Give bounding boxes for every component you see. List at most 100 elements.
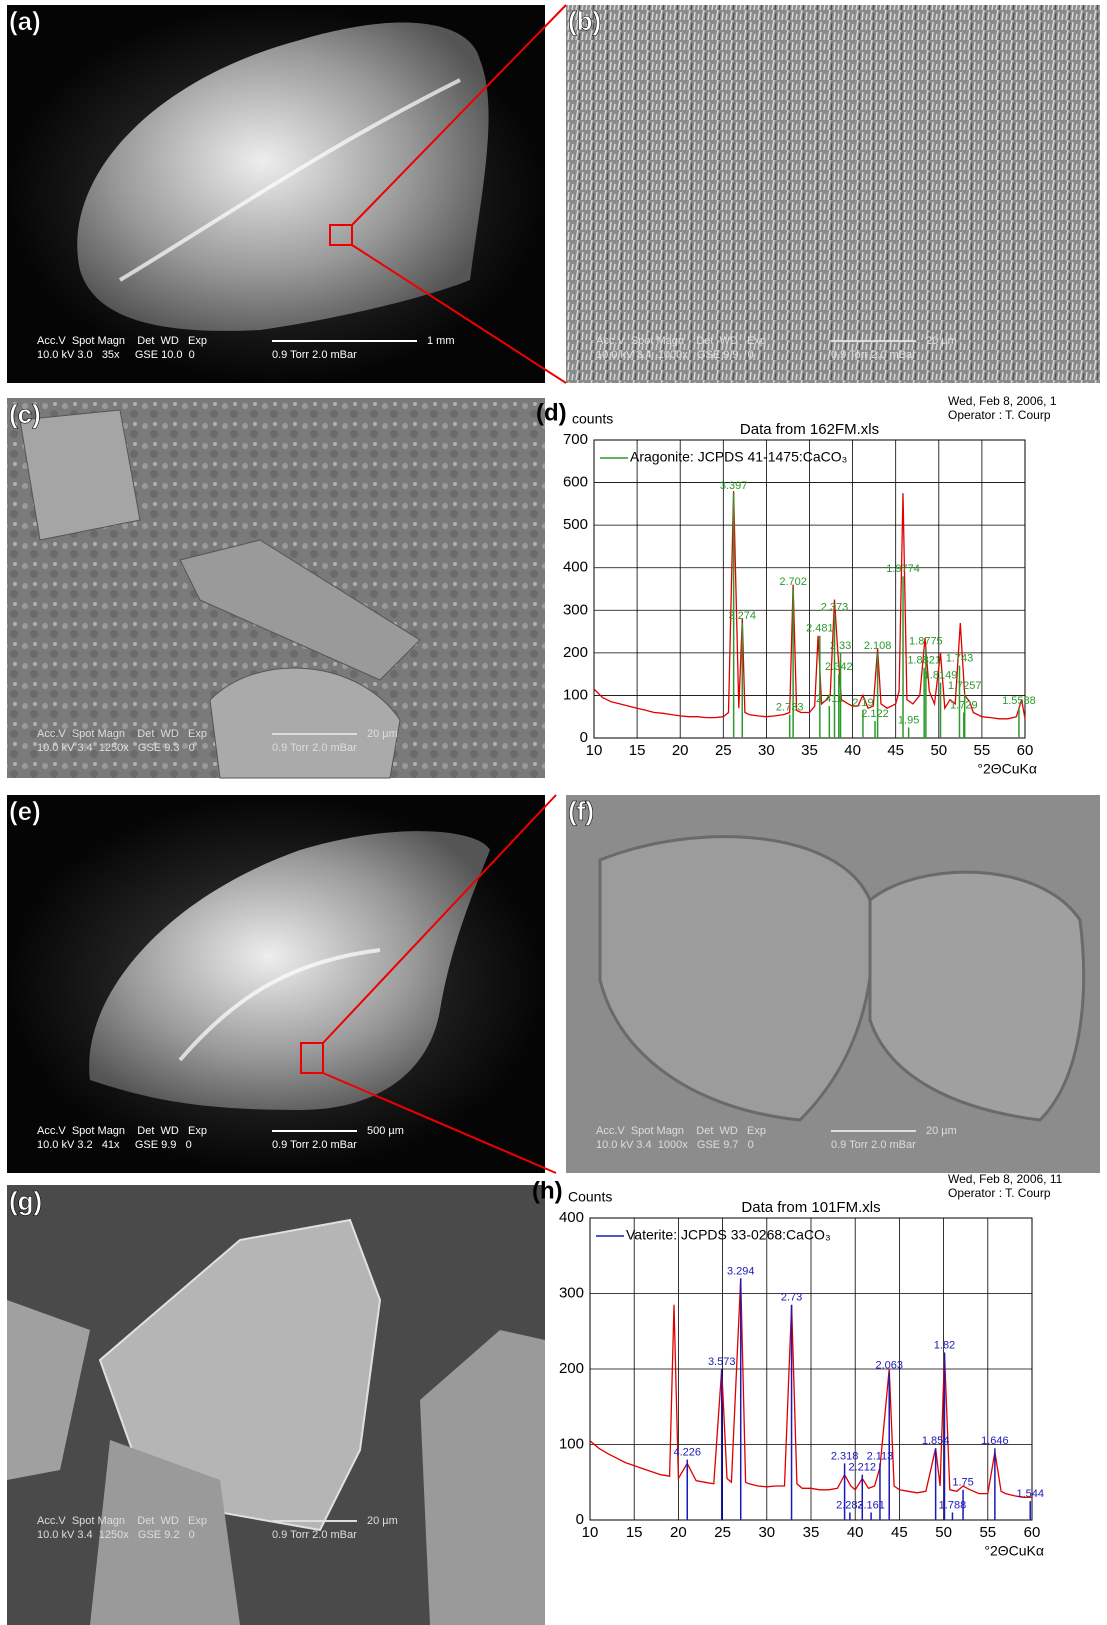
sem-image-a [7,5,545,383]
x-tick-label: 55 [974,742,991,759]
x-tick-label: 40 [847,1524,864,1541]
chart-title: Data from 101FM.xls [741,1199,880,1216]
reference-label: 1.8775 [909,636,943,648]
sem-info: Acc.V Spot Magn Det WD Exp [596,1125,766,1137]
y-tick-label: 200 [563,644,588,661]
x-tick-label: 55 [979,1524,996,1541]
reference-label: 1.743 [946,653,974,665]
zoom-line [322,794,557,1044]
y-tick-label: 100 [563,686,588,703]
pattern-line [593,491,1026,720]
y-tick-label: 500 [563,516,588,533]
y-tick-label: 600 [563,474,588,491]
sem-pressure: 0.9 Torr 2.0 mBar [272,742,357,754]
reference-label: 2.411 [816,693,843,705]
panel-label: (c) [9,399,41,429]
x-tick-label: 20 [670,1524,687,1541]
reference-label: 1.95 [898,714,919,726]
reference-label: 2.063 [875,1360,903,1372]
sem-info: Acc.V Spot Magn Det WD Exp [596,335,766,347]
reference-label: 2.733 [776,701,804,713]
reference-label: 2.481 [806,623,834,635]
x-tick-label: 35 [801,742,818,759]
y-tick-label: 700 [563,431,588,448]
panel-label: (d) [536,399,567,426]
sem-pressure: 0.9 Torr 2.0 mBar [272,1139,357,1151]
sem-info: 10.0 kV 3.4 1000x GSE 9.9 0 [596,349,754,361]
sem-info: 10.0 kV 3.0 35x GSE 10.0 0 [37,349,195,361]
y-tick-label: 400 [563,559,588,576]
reference-label: 1.854 [922,1435,950,1447]
reference-label: 3.294 [727,1265,755,1277]
reference-label: 3.274 [728,610,756,622]
sem-pressure: 0.9 Torr 2.0 mBar [831,349,916,361]
y-axis-label: counts [572,411,613,427]
reference-label: 1.5588 [1002,695,1036,707]
x-tick-label: 60 [1024,1524,1041,1541]
y-tick-label: 100 [559,1435,584,1452]
x-tick-label: 25 [715,742,732,759]
y-tick-label: 0 [580,729,588,746]
x-tick-label: 15 [629,742,646,759]
legend-label: Aragonite: JCPDS 41-1475:CaCO₃ [630,449,847,465]
x-axis-label: °2ΘCuKα [977,761,1037,777]
y-tick-label: 400 [559,1209,584,1226]
sem-image-g [7,1185,545,1625]
reference-label: 2.318 [831,1450,859,1462]
reference-label: 2.113 [867,1450,894,1462]
chart-note: Wed, Feb 8, 2006, 1 [948,394,1057,408]
x-tick-label: 50 [930,742,947,759]
x-tick-label: 20 [672,742,689,759]
zoom-line [351,4,567,226]
reference-label: 1.646 [981,1435,1009,1447]
sem-info: Acc.V Spot Magn Det WD Exp [37,1515,207,1527]
reference-label: 1.7257 [948,680,982,692]
sem-image-b [566,5,1100,383]
scale-label: 500 µm [367,1125,404,1137]
panel-label: (g) [9,1186,42,1216]
y-tick-label: 200 [559,1360,584,1377]
panel-label: (b) [568,6,601,36]
sem-pressure: 0.9 Torr 2.0 mBar [272,349,357,361]
reference-label: 2.212 [849,1462,877,1474]
reference-label: 2.33 [830,640,851,652]
reference-label: 2.373 [821,601,849,613]
scale-label: 20 µm [926,335,957,347]
y-tick-label: 0 [576,1511,584,1528]
sem-info: 10.0 kV 3.4 1250x GSE 9.3 0 [37,742,195,754]
zoom-line [351,244,567,384]
chart-operator: Operator : T. Courp [948,408,1051,422]
chart-title: Data from 162FM.xls [740,421,879,438]
panel-label: (f) [568,796,594,826]
reference-label: 3.397 [720,480,748,492]
scale-label: 20 µm [926,1125,957,1137]
sem-pressure: 0.9 Torr 2.0 mBar [272,1529,357,1541]
sem-image-f [566,795,1100,1173]
x-tick-label: 35 [803,1524,820,1541]
sem-info: Acc.V Spot Magn Det WD Exp [37,1125,207,1137]
x-tick-label: 30 [758,1524,775,1541]
reference-label: 1.8149 [924,670,958,682]
zoom-line [322,1072,557,1174]
reference-label: 2.161 [857,1499,885,1511]
x-tick-label: 10 [586,742,603,759]
y-tick-label: 300 [563,601,588,618]
panel-label: (h) [532,1177,563,1204]
sem-info: Acc.V Spot Magn Det WD Exp [37,335,207,347]
scale-label: 20 µm [367,728,398,740]
y-axis-label: Counts [568,1189,612,1205]
x-tick-label: 60 [1017,742,1034,759]
x-axis-label: °2ΘCuKα [984,1543,1044,1559]
reference-label: 1.82 [934,1339,955,1351]
x-tick-label: 45 [887,742,904,759]
reference-label: 1.8821 [907,655,941,667]
pattern-line [589,1278,1032,1498]
sem-info: 10.0 kV 3.2 41x GSE 9.9 0 [37,1139,192,1151]
reference-label: 1.9774 [886,563,920,575]
reference-label: 2.108 [864,640,892,652]
reference-label: 1.729 [950,699,978,711]
reference-label: 2.342 [825,661,853,673]
reference-label: 2.283 [836,1499,864,1511]
scale-label: 20 µm [367,1515,398,1527]
